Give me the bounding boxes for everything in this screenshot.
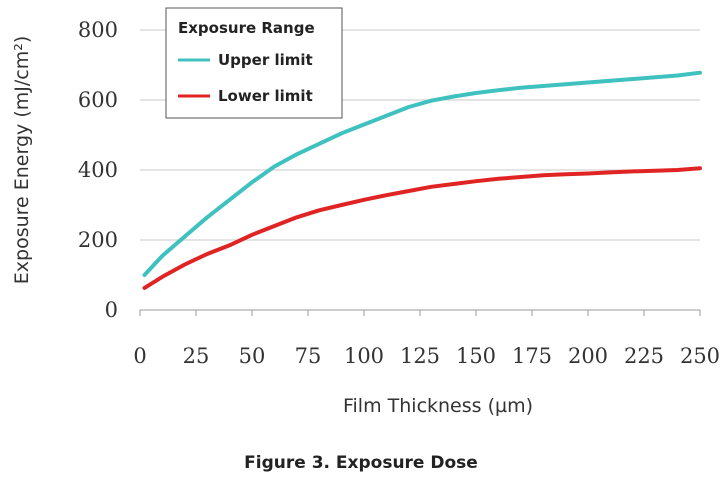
legend-label-upper-limit: Upper limit bbox=[218, 51, 313, 69]
x-tick-label: 125 bbox=[400, 344, 440, 368]
series-line-lower-limit bbox=[142, 166, 702, 290]
y-axis-ticks: 0 200 400 600 800 bbox=[78, 18, 118, 322]
series-lines bbox=[142, 70, 702, 290]
x-tick-label: 225 bbox=[624, 344, 664, 368]
y-tick-label: 600 bbox=[78, 88, 118, 112]
legend: Exposure Range Upper limit Lower limit bbox=[165, 7, 343, 119]
x-tick-label: 200 bbox=[568, 344, 608, 368]
x-tick-label: 250 bbox=[680, 344, 720, 368]
y-tick-label: 0 bbox=[105, 298, 118, 322]
y-tick-label: 200 bbox=[78, 228, 118, 252]
x-axis-ticks: 0 25 50 75 100 125 150 175 200 225 250 bbox=[133, 310, 720, 368]
legend-label-lower-limit: Lower limit bbox=[218, 87, 313, 105]
y-tick-label: 400 bbox=[78, 158, 118, 182]
x-tick-label: 175 bbox=[512, 344, 552, 368]
x-tick-label: 75 bbox=[295, 344, 322, 368]
series-line-upper-limit bbox=[142, 70, 702, 277]
x-tick-label: 100 bbox=[344, 344, 384, 368]
y-tick-label: 800 bbox=[78, 18, 118, 42]
x-tick-label: 150 bbox=[456, 344, 496, 368]
x-tick-label: 0 bbox=[133, 344, 146, 368]
legend-box bbox=[165, 7, 343, 119]
x-axis-title: Film Thickness (µm) bbox=[343, 395, 533, 417]
legend-title: Exposure Range bbox=[178, 19, 315, 37]
y-axis-title: Exposure Energy (mJ/cm²) bbox=[11, 36, 33, 284]
x-tick-label: 25 bbox=[183, 344, 210, 368]
x-tick-label: 50 bbox=[239, 344, 266, 368]
figure-caption: Figure 3. Exposure Dose bbox=[244, 453, 478, 473]
